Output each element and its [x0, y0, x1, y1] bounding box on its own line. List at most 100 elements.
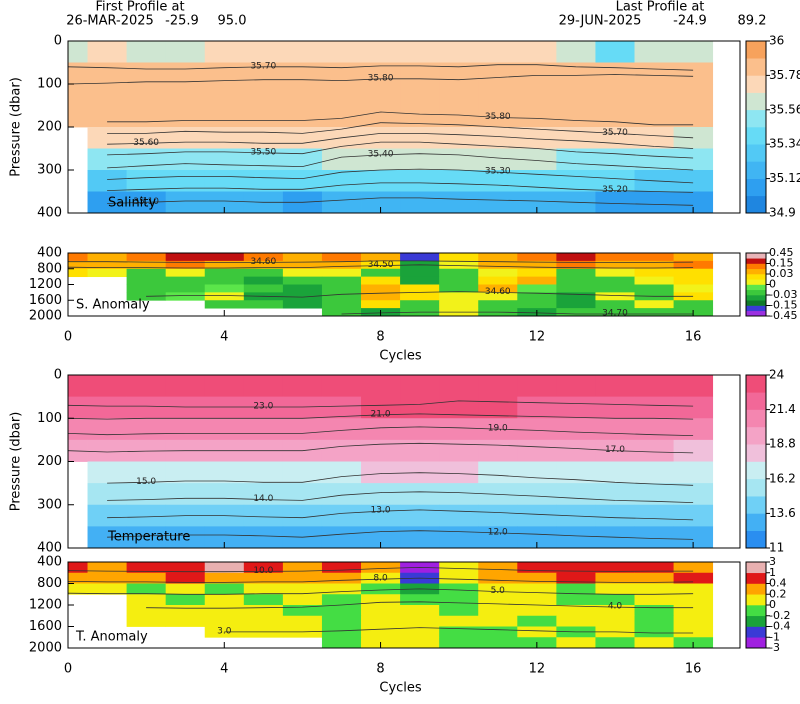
- colorbar-swatch: [746, 605, 766, 616]
- cell: [322, 573, 361, 584]
- cell: [556, 594, 595, 605]
- cell: [88, 418, 127, 440]
- cell: [400, 84, 439, 106]
- cell: [322, 253, 361, 261]
- cell: [361, 84, 400, 106]
- cell: [595, 253, 634, 261]
- cell: [400, 41, 439, 63]
- cell: [595, 462, 634, 484]
- cell: [635, 375, 674, 397]
- cell: [635, 418, 674, 440]
- cell: [283, 269, 322, 277]
- cell: [322, 397, 361, 419]
- cell: [439, 300, 478, 308]
- cell: [322, 149, 361, 171]
- cell: [439, 418, 478, 440]
- cell: [283, 375, 322, 397]
- colorbar-swatch: [746, 93, 766, 111]
- cell: [205, 616, 244, 627]
- cell: [556, 637, 595, 648]
- cell: [283, 277, 322, 285]
- y-tick-label: 200: [37, 454, 62, 469]
- y-tick-label: 1600: [29, 293, 62, 308]
- first-lat: -25.9: [165, 14, 199, 29]
- y-tick-label: 200: [37, 120, 62, 135]
- cell: [127, 63, 166, 85]
- colorbar-swatch: [746, 392, 766, 410]
- cell: [127, 594, 166, 605]
- cell: [439, 41, 478, 63]
- cell: [205, 277, 244, 285]
- cell: [478, 573, 517, 584]
- cell: [322, 300, 361, 308]
- cell: [166, 483, 205, 505]
- cell: [517, 285, 556, 293]
- cell: [635, 397, 674, 419]
- cell: [635, 440, 674, 462]
- cell: [517, 462, 556, 484]
- cell: [322, 562, 361, 573]
- colorbar-swatch: [746, 290, 766, 296]
- colorbar-swatch: [746, 300, 766, 306]
- contour-label: 35.60: [133, 138, 159, 148]
- colorbar-swatch: [746, 531, 766, 549]
- cell: [556, 440, 595, 462]
- cell: [127, 41, 166, 63]
- contour-label: 34.50: [368, 260, 394, 270]
- colorbar-swatch: [746, 253, 766, 259]
- cell: [361, 483, 400, 505]
- cell: [595, 397, 634, 419]
- contour-label: 35.70: [602, 128, 628, 138]
- last-lat: -24.9: [673, 14, 707, 29]
- colorbar-swatch: [746, 179, 766, 197]
- colorbar-tick-label: 35.56: [769, 102, 800, 116]
- cell: [244, 594, 283, 605]
- colorbar-swatch: [746, 573, 766, 584]
- cell: [88, 397, 127, 419]
- cell: [166, 605, 205, 616]
- cell: [322, 440, 361, 462]
- cell: [361, 300, 400, 308]
- cell: [166, 269, 205, 277]
- contour-label: 34.60: [250, 257, 276, 267]
- cell: [322, 605, 361, 616]
- cell: [674, 397, 713, 419]
- cell: [674, 106, 713, 128]
- cell: [635, 627, 674, 638]
- cell: [556, 397, 595, 419]
- cell: [674, 594, 713, 605]
- cell: [127, 605, 166, 616]
- cell: [244, 418, 283, 440]
- cell: [244, 269, 283, 277]
- cell: [283, 616, 322, 627]
- cell: [517, 269, 556, 277]
- cell: [517, 106, 556, 128]
- cell: [400, 253, 439, 261]
- colorbar-tick-label: 21.4: [769, 402, 796, 416]
- cell: [400, 192, 439, 214]
- cell: [322, 637, 361, 648]
- cell: [361, 127, 400, 149]
- cell: [556, 308, 595, 316]
- cell: [68, 375, 88, 397]
- x-axis-label: Cycles: [379, 681, 422, 696]
- cell: [635, 605, 674, 616]
- colorbar-swatch: [746, 513, 766, 531]
- y-axis-label: Pressure (dbar): [9, 412, 24, 512]
- cell: [439, 605, 478, 616]
- y-tick-label: 400: [37, 541, 62, 556]
- y-tick-label: 1200: [29, 277, 62, 292]
- cell: [88, 41, 127, 63]
- colorbar-swatch: [746, 311, 766, 317]
- cell: [127, 285, 166, 293]
- colorbar-tick-label: 35.78: [769, 68, 800, 82]
- cell: [68, 41, 88, 63]
- x-tick-label: 12: [529, 330, 546, 345]
- cell: [556, 418, 595, 440]
- cell: [556, 526, 595, 548]
- cell: [400, 505, 439, 527]
- cell: [478, 562, 517, 573]
- cell: [478, 269, 517, 277]
- cell: [478, 300, 517, 308]
